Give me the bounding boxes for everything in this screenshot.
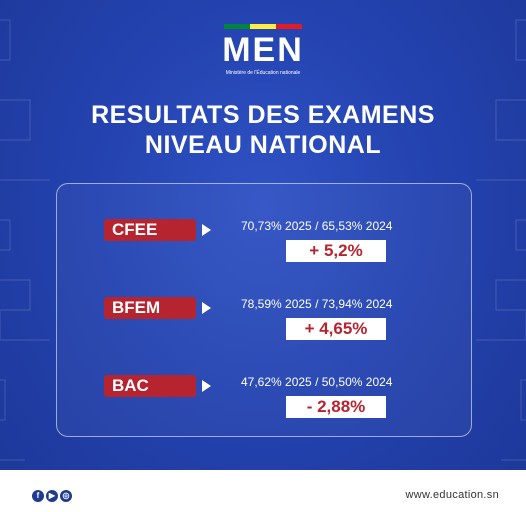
- exam-label: BFEM: [104, 297, 196, 319]
- exam-label: BAC: [104, 375, 196, 397]
- footer: f ▶ ◎ www.education.sn: [0, 470, 526, 512]
- result-row-bfem: BFEM 78,59% 2025 / 73,94% 2024 + 4,65%: [57, 294, 471, 354]
- youtube-icon[interactable]: ▶: [46, 490, 58, 502]
- social-links: f ▶ ◎: [32, 490, 72, 502]
- background-pattern-left: [0, 19, 50, 461]
- arrow-right-icon: [202, 224, 211, 236]
- exam-stats: 47,62% 2025 / 50,50% 2024: [241, 375, 393, 389]
- exam-stats: 78,59% 2025 / 73,94% 2024: [241, 297, 393, 311]
- title-line-1: RESULTATS DES EXAMENS: [91, 101, 435, 129]
- exam-stats: 70,73% 2025 / 65,53% 2024: [241, 219, 393, 233]
- exam-delta: + 5,2%: [286, 240, 386, 262]
- facebook-icon[interactable]: f: [32, 490, 44, 502]
- arrow-right-icon: [202, 302, 211, 314]
- logo-text: MEN: [222, 31, 304, 69]
- flag-yellow: [250, 24, 276, 29]
- exam-label: CFEE: [104, 219, 196, 241]
- ministry-logo: MEN Ministère de l'Éducation nationale: [0, 24, 526, 76]
- flag-stripe: [224, 24, 302, 29]
- flag-green: [224, 24, 250, 29]
- result-row-cfee: CFEE 70,73% 2025 / 65,53% 2024 + 5,2%: [57, 216, 471, 276]
- arrow-right-icon: [202, 380, 211, 392]
- results-panel: CFEE 70,73% 2025 / 65,53% 2024 + 5,2% BF…: [56, 183, 472, 437]
- result-row-bac: BAC 47,62% 2025 / 50,50% 2024 - 2,88%: [57, 372, 471, 432]
- page-title: RESULTATS DES EXAMENS NIVEAU NATIONAL: [0, 100, 526, 160]
- logo-subtitle: Ministère de l'Éducation nationale: [225, 70, 301, 76]
- exam-delta: - 2,88%: [286, 396, 386, 418]
- background-pattern-right: [476, 19, 526, 461]
- exam-delta: + 4,65%: [286, 318, 386, 340]
- instagram-icon[interactable]: ◎: [60, 490, 72, 502]
- title-line-2: NIVEAU NATIONAL: [144, 131, 382, 159]
- website-link[interactable]: www.education.sn: [405, 489, 499, 501]
- flag-red: [276, 24, 302, 29]
